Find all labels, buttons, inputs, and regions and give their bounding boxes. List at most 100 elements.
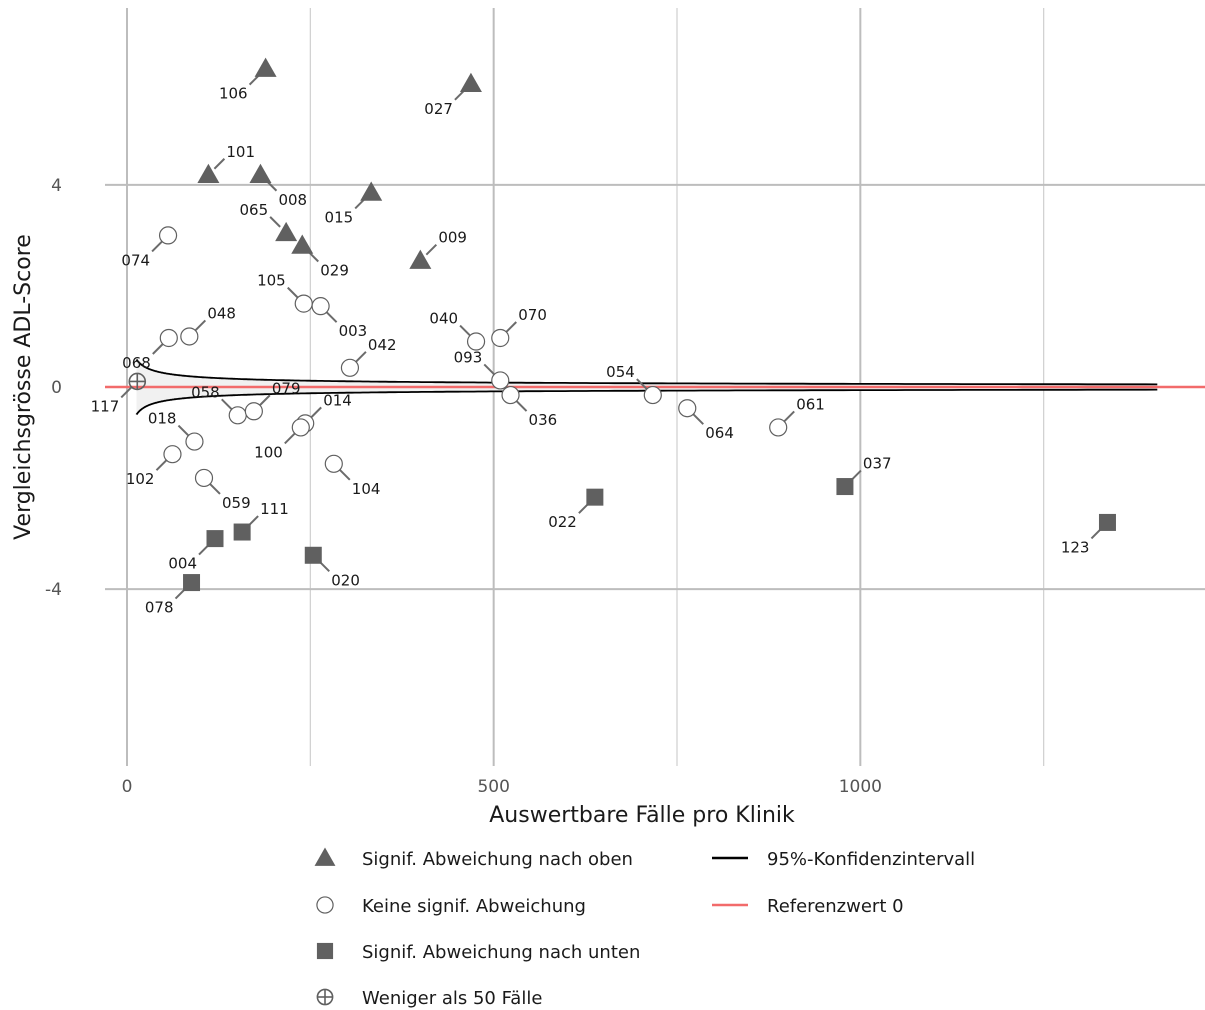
open-circle-icon — [316, 896, 334, 914]
circle-plus-icon — [316, 988, 334, 1006]
legend-label-ci: 95%-Konfidenzintervall — [767, 849, 975, 870]
point-marker-square — [233, 523, 251, 541]
point-marker-triangle — [275, 221, 298, 242]
point-leader-line — [783, 410, 795, 423]
point-marker-circle-open — [643, 385, 662, 405]
point-leader-line — [355, 351, 367, 363]
legend-label-down: Signif. Abweichung nach unten — [362, 942, 640, 963]
point-label: 101 — [226, 143, 255, 161]
point-marker-square — [304, 546, 322, 564]
point-leader-line — [339, 469, 351, 481]
point-marker-circle-open — [769, 418, 788, 437]
triangle-icon — [314, 847, 336, 866]
point-label: 100 — [254, 443, 283, 461]
point-label: 111 — [260, 500, 289, 518]
point-marker-circle-open — [185, 432, 204, 451]
legend-label-up: Signif. Abweichung nach oben — [362, 849, 633, 870]
point-leader-line — [194, 319, 207, 332]
point-leader-line — [515, 400, 528, 412]
point-label: 061 — [796, 395, 825, 413]
point-label: 027 — [424, 100, 453, 118]
point-leader-line — [221, 398, 233, 411]
point-label: 064 — [705, 424, 734, 442]
point-leader-line — [209, 483, 221, 495]
x-tick-label: 0 — [122, 777, 133, 797]
point-label: 093 — [454, 348, 483, 366]
point-marker-triangle — [197, 163, 220, 184]
point-leader-line — [120, 386, 132, 399]
point-marker-triangle — [291, 234, 314, 254]
axis-layer: 0 500 1000 -4 0 4 — [45, 176, 882, 797]
point-label: 036 — [529, 411, 558, 429]
point-leader-line — [284, 432, 296, 445]
point-marker-circle-open — [324, 454, 343, 473]
point-label: 015 — [325, 208, 354, 226]
point-leader-line — [459, 324, 471, 337]
point-marker-circle-open — [501, 385, 520, 405]
point-marker-circle-open — [340, 358, 360, 377]
point-label: 123 — [1061, 538, 1090, 556]
point-marker-circle-open — [491, 371, 510, 390]
points-layer: 106 027 101 008 015 065 029 009 074 105 003 048 068 0… — [91, 57, 1116, 617]
point-leader-line — [692, 413, 704, 425]
point-marker-square — [586, 488, 604, 506]
point-label: 058 — [191, 383, 220, 401]
point-marker-circle-open — [159, 328, 178, 348]
point-label: 059 — [222, 494, 251, 512]
legend-label-reference: Referenzwert 0 — [767, 896, 904, 917]
point-label: 042 — [368, 336, 397, 354]
point-label: 004 — [168, 555, 197, 573]
point-leader-line — [310, 406, 322, 419]
point-marker-circle-open — [163, 445, 182, 464]
point-marker-square — [206, 530, 224, 548]
point-label: 102 — [126, 470, 155, 488]
point-marker-square — [836, 478, 854, 496]
point-label: 040 — [429, 310, 458, 328]
point-label: 079 — [272, 379, 301, 397]
point-leader-line — [269, 216, 281, 228]
lower-ci-line — [135, 388, 1158, 416]
point-marker-square — [183, 574, 201, 592]
point-marker-circle-open — [294, 294, 313, 313]
point-marker-circle-open — [466, 332, 486, 351]
point-label: 054 — [606, 363, 635, 381]
point-marker-circle-open — [228, 406, 247, 425]
x-axis-title: Auswertbare Fälle pro Klinik — [489, 803, 795, 828]
point-label: 117 — [91, 397, 120, 415]
point-label: 065 — [239, 201, 268, 219]
y-tick-label: -4 — [45, 580, 62, 600]
y-tick-label: 0 — [51, 378, 62, 398]
point-label: 105 — [257, 272, 286, 290]
point-label: 068 — [122, 354, 151, 372]
point-label: 037 — [863, 455, 892, 473]
y-axis-title: Vergleichsgrösse ADL-Score — [11, 234, 36, 540]
point-marker-triangle — [249, 163, 272, 184]
point-marker-circle-plus — [128, 372, 147, 391]
point-label: 104 — [352, 480, 381, 498]
point-marker-triangle — [360, 181, 383, 201]
point-marker-square — [1098, 513, 1116, 531]
point-label: 003 — [339, 322, 368, 340]
point-leader-line — [155, 459, 168, 471]
point-label: 020 — [331, 571, 360, 589]
point-leader-line — [325, 311, 338, 323]
point-marker-triangle — [459, 72, 482, 93]
y-tick-label: 4 — [51, 176, 62, 196]
point-leader-line — [152, 343, 164, 355]
point-marker-circle-open — [194, 468, 214, 488]
upper-ci-line — [135, 358, 1158, 386]
point-label: 022 — [548, 513, 577, 531]
point-marker-circle-open — [291, 418, 310, 437]
point-label: 078 — [145, 599, 174, 617]
x-tick-label: 500 — [477, 777, 509, 797]
point-marker-circle-open — [678, 399, 697, 418]
point-label: 014 — [323, 391, 352, 409]
point-marker-circle-open — [244, 402, 263, 421]
point-leader-line — [151, 240, 163, 253]
legend-label-few: Weniger als 50 Fälle — [362, 988, 542, 1009]
point-label: 008 — [278, 191, 307, 209]
point-leader-line — [287, 286, 299, 299]
point-marker-triangle — [254, 57, 277, 77]
point-leader-line — [259, 394, 271, 406]
